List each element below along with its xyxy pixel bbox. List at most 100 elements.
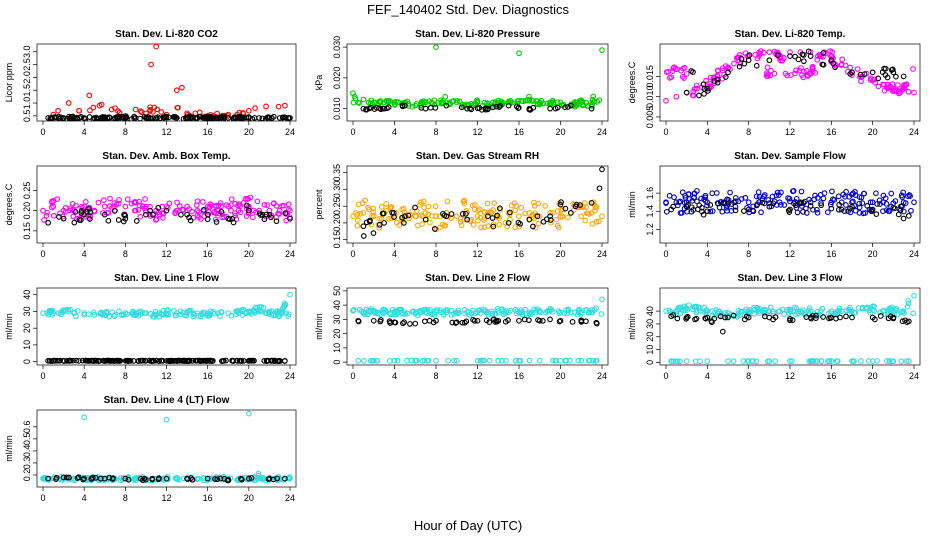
y-tick-label: 20 <box>645 332 655 342</box>
jitter-point <box>491 311 497 317</box>
jitter-point <box>130 358 137 364</box>
data-point <box>163 416 170 423</box>
jitter-point <box>702 315 709 322</box>
jitter-point <box>892 198 899 204</box>
jitter-point <box>166 200 173 207</box>
jitter-point <box>213 202 219 209</box>
jitter-point <box>111 200 118 206</box>
jitter-point <box>499 357 505 364</box>
x-tick-label: 4 <box>392 249 397 259</box>
y-tick-label: 0.30 <box>332 181 342 199</box>
jitter-point <box>108 106 115 113</box>
x-tick-label: 0 <box>663 249 668 259</box>
jitter-point <box>798 200 805 206</box>
jitter-point <box>139 357 146 364</box>
jitter-point <box>901 82 907 89</box>
jitter-point <box>590 93 597 100</box>
jitter-point <box>775 308 782 315</box>
jitter-point <box>383 201 389 207</box>
jitter-point <box>881 87 888 94</box>
jitter-point <box>236 201 243 208</box>
jitter-point <box>228 312 235 319</box>
x-tick-label: 0 <box>663 127 668 137</box>
panel-title: Stan. Dev. Gas Stream RH <box>416 151 539 162</box>
y-tick-label: 0.010 <box>332 97 342 120</box>
jitter-point <box>905 300 912 307</box>
jitter-point <box>800 307 806 313</box>
jitter-point <box>816 53 823 59</box>
jitter-point <box>873 190 879 197</box>
jitter-point <box>120 218 127 225</box>
data-point <box>360 223 367 230</box>
jitter-point <box>863 305 869 312</box>
jitter-point <box>178 211 184 218</box>
jitter-point <box>877 313 884 319</box>
data-point <box>163 475 170 482</box>
jitter-point <box>883 201 890 207</box>
jitter-point <box>83 357 89 364</box>
jitter-point <box>855 305 862 311</box>
jitter-point <box>355 201 362 208</box>
jitter-point <box>400 320 406 327</box>
jitter-point <box>512 306 519 313</box>
jitter-point <box>596 218 602 225</box>
jitter-point <box>670 65 677 71</box>
data-point <box>578 213 585 220</box>
x-tick-label: 0 <box>663 371 668 381</box>
jitter-point <box>692 316 698 323</box>
data-point <box>245 410 252 417</box>
jitter-point <box>417 201 423 208</box>
jitter-point <box>781 55 787 61</box>
jitter-point <box>228 207 234 214</box>
jitter-point <box>586 357 593 364</box>
jitter-point <box>399 214 405 221</box>
jitter-point <box>835 193 842 200</box>
jitter-point <box>813 312 819 319</box>
jitter-point <box>577 98 584 104</box>
jitter-point <box>82 198 89 205</box>
jitter-point <box>78 208 85 214</box>
jitter-point <box>563 357 570 364</box>
jitter-point <box>548 307 555 313</box>
panel-title: Stan. Dev. Line 4 (LT) Flow <box>104 395 230 406</box>
x-tick-label: 4 <box>82 127 87 137</box>
x-tick-label: 24 <box>285 493 295 503</box>
series-2 <box>45 357 288 364</box>
jitter-point <box>448 211 455 217</box>
jitter-point <box>66 474 72 481</box>
jitter-point <box>228 196 235 203</box>
jitter-point <box>147 108 153 114</box>
y-axis-label: degrees.C <box>4 183 14 225</box>
jitter-point <box>147 115 154 121</box>
data-point <box>179 84 185 91</box>
jitter-point <box>489 215 496 221</box>
jitter-point <box>150 211 156 218</box>
jitter-point <box>741 208 747 214</box>
jitter-point <box>409 103 416 110</box>
jitter-point <box>393 219 400 226</box>
jitter-point <box>740 358 747 364</box>
panel-title: Stan. Dev. Line 1 Flow <box>114 273 219 284</box>
jitter-point <box>176 203 183 209</box>
jitter-point <box>799 51 806 58</box>
jitter-point <box>459 210 466 217</box>
jitter-point <box>115 108 121 114</box>
jitter-point <box>841 208 848 214</box>
jitter-point <box>393 98 399 105</box>
jitter-point <box>76 107 82 114</box>
jitter-point <box>885 208 892 214</box>
jitter-point <box>177 357 184 364</box>
jitter-point <box>813 206 820 213</box>
data-point <box>683 89 690 96</box>
data-point <box>60 474 67 481</box>
jitter-point <box>121 211 127 218</box>
jitter-point <box>116 197 122 203</box>
jitter-point <box>666 75 673 81</box>
jitter-point <box>703 77 709 84</box>
x-tick-label: 24 <box>597 127 607 137</box>
jitter-point <box>776 192 782 198</box>
jitter-point <box>910 310 916 317</box>
jitter-point <box>562 104 568 111</box>
jitter-point <box>531 199 537 206</box>
jitter-point <box>354 222 361 229</box>
